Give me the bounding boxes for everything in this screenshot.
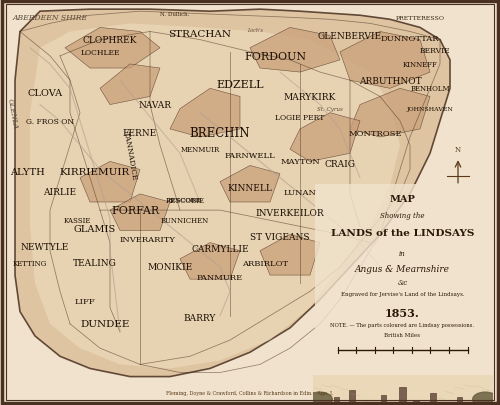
Text: STRACHAN: STRACHAN [168,30,232,39]
Polygon shape [100,65,160,105]
Polygon shape [260,235,320,275]
Text: ARBIRLOT: ARBIRLOT [242,259,288,267]
Text: BRECHIN: BRECHIN [190,127,250,140]
Text: MARYKIRK: MARYKIRK [284,93,336,102]
Text: LOCHLEE: LOCHLEE [80,49,120,57]
Text: MONIKIE: MONIKIE [148,263,192,272]
Text: TANNADICE: TANNADICE [122,131,138,181]
Text: 1853.: 1853. [385,307,420,318]
Text: MAP: MAP [390,194,415,203]
Text: NOTE. — The parts coloured are Lindsay possessions.: NOTE. — The parts coloured are Lindsay p… [330,322,474,327]
Text: MAYTON: MAYTON [280,158,320,166]
Text: British Miles: British Miles [384,332,420,337]
Text: BENHOLM: BENHOLM [410,85,450,93]
Text: N: N [455,146,461,154]
Text: NAVAR: NAVAR [138,101,172,110]
Text: EDZELL: EDZELL [216,80,264,90]
Text: ARBUTHNOT: ARBUTHNOT [358,77,422,85]
Text: FORDOUN: FORDOUN [244,52,306,62]
Polygon shape [30,24,400,369]
Polygon shape [80,162,140,202]
Text: KINNELL: KINNELL [228,184,272,193]
Text: Fleming, Doyne & Crawford, Collins & Richardson in Edin.ʳ  Age. J.: Fleming, Doyne & Crawford, Collins & Ric… [166,390,334,395]
Text: KASSIE: KASSIE [64,217,91,225]
Text: ALYTH: ALYTH [10,168,44,177]
Text: ST VIGEANS: ST VIGEANS [250,232,310,241]
Text: MENMUIR: MENMUIR [180,146,220,154]
Text: JOHNSHAVEN: JOHNSHAVEN [406,107,454,112]
Text: St. Cyrus: St. Cyrus [317,107,343,112]
Text: LOGIE PERT: LOGIE PERT [276,113,324,121]
Text: BUNNICHEN: BUNNICHEN [161,217,209,225]
Text: CRAIG: CRAIG [324,160,356,168]
Text: PRETTERESSO: PRETTERESSO [396,16,444,21]
Text: Angus & Mearnshire: Angus & Mearnshire [355,264,450,273]
Text: CARMYLLIE: CARMYLLIE [191,245,249,254]
Polygon shape [220,166,280,202]
Polygon shape [340,32,430,89]
Text: KIRRIEMUIR: KIRRIEMUIR [60,168,130,177]
Text: BARRY: BARRY [184,313,216,322]
Polygon shape [350,89,430,138]
Polygon shape [180,243,240,279]
Text: PANMURE: PANMURE [197,273,243,281]
Text: N. Dullich.: N. Dullich. [160,12,190,17]
Text: Loch's: Loch's [247,28,263,33]
Polygon shape [65,28,160,69]
Text: CLOPHREK: CLOPHREK [83,36,137,45]
Text: G. FROS ON: G. FROS ON [26,117,74,126]
Text: in: in [399,249,406,257]
Text: KETTING: KETTING [13,259,47,267]
Polygon shape [290,113,360,162]
Text: LIFF: LIFF [74,298,96,306]
Text: DUNDEE: DUNDEE [80,320,130,328]
Text: MONTROSE: MONTROSE [348,130,402,138]
Text: FERNE: FERNE [123,129,157,138]
Text: GLENBERVIE: GLENBERVIE [318,32,382,41]
Text: ABERDEEN SHIRE: ABERDEEN SHIRE [12,14,88,22]
Text: RESCOBIE: RESCOBIE [166,196,204,205]
Text: &c: &c [398,279,407,287]
Text: NEWTYLE: NEWTYLE [21,243,69,252]
FancyBboxPatch shape [312,375,492,405]
Text: GLENLA: GLENLA [6,98,19,129]
Polygon shape [170,89,240,138]
Text: Engraved for Jervise's Land of the Lindsays.: Engraved for Jervise's Land of the Linds… [340,292,464,296]
Polygon shape [15,10,450,377]
Text: TEALING: TEALING [73,259,117,268]
Polygon shape [110,194,170,231]
Text: FARNWELL: FARNWELL [224,152,276,160]
Text: LUNAN: LUNAN [284,188,316,196]
Text: KINNEFF: KINNEFF [402,61,438,69]
Text: INVERARITY: INVERARITY [120,235,176,243]
Text: FORFAR: FORFAR [111,206,159,215]
Text: LANDS of the LINDSAYS: LANDS of the LINDSAYS [331,229,474,238]
FancyBboxPatch shape [315,184,490,375]
Text: INVERKEILOR: INVERKEILOR [256,208,324,217]
Text: AIRLIE: AIRLIE [44,188,76,197]
Text: RESCOBIE: RESCOBIE [168,198,202,203]
Text: CLOVA: CLOVA [28,89,62,98]
Text: BERVIE: BERVIE [420,47,450,55]
Text: DUNNOTTAR: DUNNOTTAR [381,34,440,43]
Text: Showing the: Showing the [380,211,425,220]
Text: GLAMIS: GLAMIS [74,224,116,233]
Polygon shape [250,28,340,73]
